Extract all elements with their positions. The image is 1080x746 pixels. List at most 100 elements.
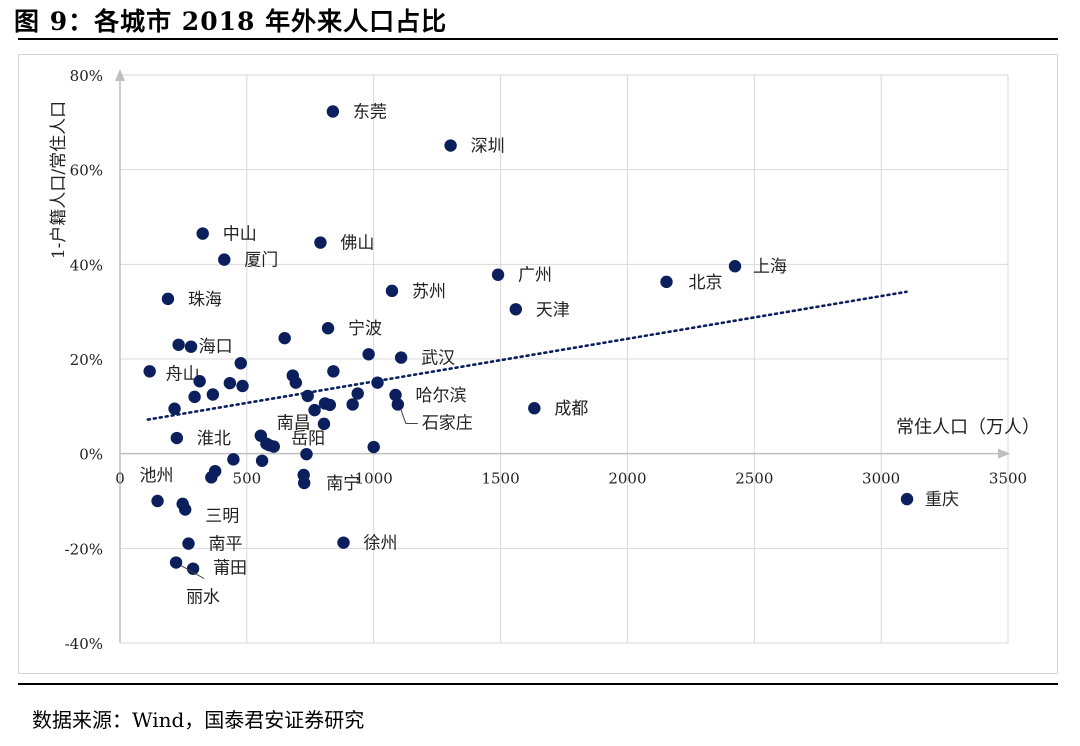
data-point [308, 403, 321, 417]
x-tick-label: 1500 [481, 470, 519, 488]
data-point [391, 398, 405, 411]
x-tick-label: 2500 [735, 470, 773, 488]
data-point [367, 440, 380, 454]
point-label: 哈尔滨 [416, 386, 467, 406]
y-tick-label: 0% [79, 446, 103, 464]
data-point [327, 365, 340, 378]
point-label: 淮北 [197, 429, 231, 449]
y-tick-label: 40% [70, 256, 103, 274]
y-tick-label: 60% [70, 162, 103, 180]
data-point [301, 389, 314, 403]
data-point [385, 284, 399, 298]
data-point [182, 537, 195, 550]
data-point [236, 379, 249, 393]
x-axis-title: 常住人口（万人） [896, 417, 1040, 438]
chart-frame [18, 54, 1058, 674]
point-label: 成都 [554, 399, 588, 419]
data-point [289, 376, 303, 389]
point-label: 池州 [140, 466, 174, 486]
data-point [321, 322, 335, 335]
data-point [176, 497, 189, 511]
point-label: 石家庄 [422, 413, 473, 433]
data-point [314, 236, 327, 249]
data-point [223, 376, 237, 390]
point-label: 重庆 [925, 490, 959, 510]
data-point [371, 376, 384, 389]
point-label: 三明 [205, 507, 239, 527]
data-point [234, 357, 247, 370]
data-point [161, 292, 175, 306]
point-label: 佛山 [340, 234, 374, 254]
data-point [326, 105, 340, 118]
x-axis-arrow [998, 448, 1010, 459]
data-point [278, 331, 291, 345]
point-label: 徐州 [364, 534, 398, 554]
point-label: 南昌 [277, 414, 311, 434]
point-label: 苏州 [412, 282, 446, 302]
y-tick-label: 80% [70, 67, 103, 85]
point-label: 莆田 [213, 559, 247, 579]
scatter-chart: -40% -20% 0% 20% 40% 60% 80% 0 500 1000 1500 2000 25… [49, 67, 1040, 653]
data-point [362, 348, 375, 361]
trendline [146, 290, 908, 421]
data-point [297, 468, 310, 482]
point-label: 上海 [753, 257, 787, 277]
point-label: 广州 [518, 266, 552, 286]
data-point [394, 351, 408, 364]
point-label: 丽水 [186, 588, 220, 608]
point-label: 海口 [199, 337, 233, 357]
data-point [323, 398, 337, 412]
source-note: 数据来源：Wind，国泰君安证券研究 [32, 708, 365, 732]
data-point [728, 260, 742, 273]
x-tick-label: 3000 [862, 470, 900, 488]
y-tick-label: -40% [65, 635, 103, 653]
point-label: 深圳 [471, 137, 505, 157]
data-point [186, 562, 200, 575]
x-tick-label: 1000 [355, 470, 393, 488]
point-label: 宁波 [348, 319, 382, 339]
data-point [346, 398, 359, 411]
data-point [193, 375, 206, 388]
data-point [660, 275, 673, 289]
data-point [227, 453, 240, 466]
point-label: 厦门 [244, 251, 278, 271]
data-point [389, 388, 402, 402]
point-label: 舟山 [166, 364, 200, 384]
data-point [143, 365, 156, 378]
data-point [267, 440, 280, 453]
x-tick-label: 3500 [989, 470, 1027, 488]
data-point [900, 492, 914, 506]
data-point [205, 471, 218, 484]
y-axis-arrow [115, 69, 125, 81]
point-label: 珠海 [188, 290, 222, 310]
point-label: 北京 [689, 273, 723, 293]
data-point [491, 268, 505, 281]
data-point [337, 536, 350, 549]
data-point [509, 303, 522, 316]
x-tick-label: 2000 [608, 470, 646, 488]
leader-line [180, 565, 205, 579]
data-point [188, 390, 201, 404]
leader-line [400, 409, 418, 424]
data-point [151, 494, 164, 508]
point-label: 武汉 [421, 349, 455, 369]
data-point [255, 454, 269, 467]
data-point [317, 417, 331, 431]
x-tick-label: 0 [115, 470, 125, 488]
y-tick-label: 20% [70, 351, 103, 369]
data-point [351, 387, 364, 400]
point-label: 中山 [223, 225, 257, 245]
y-axis-title: 1-户籍人口/常住人口 [49, 101, 69, 259]
point-label: 岳阳 [291, 429, 325, 449]
top-rule [18, 38, 1058, 40]
data-point [172, 338, 185, 351]
figure-title: 图 9：各城市 2018 年外来人口占比 [14, 7, 448, 36]
bottom-rule [18, 683, 1058, 685]
y-tick-label: -20% [65, 540, 103, 558]
data-point [169, 556, 183, 569]
point-label: 南平 [209, 535, 243, 555]
x-tick-label: 500 [233, 470, 262, 488]
data-point [168, 402, 181, 415]
data-point [206, 388, 220, 401]
point-label: 天津 [536, 300, 570, 320]
